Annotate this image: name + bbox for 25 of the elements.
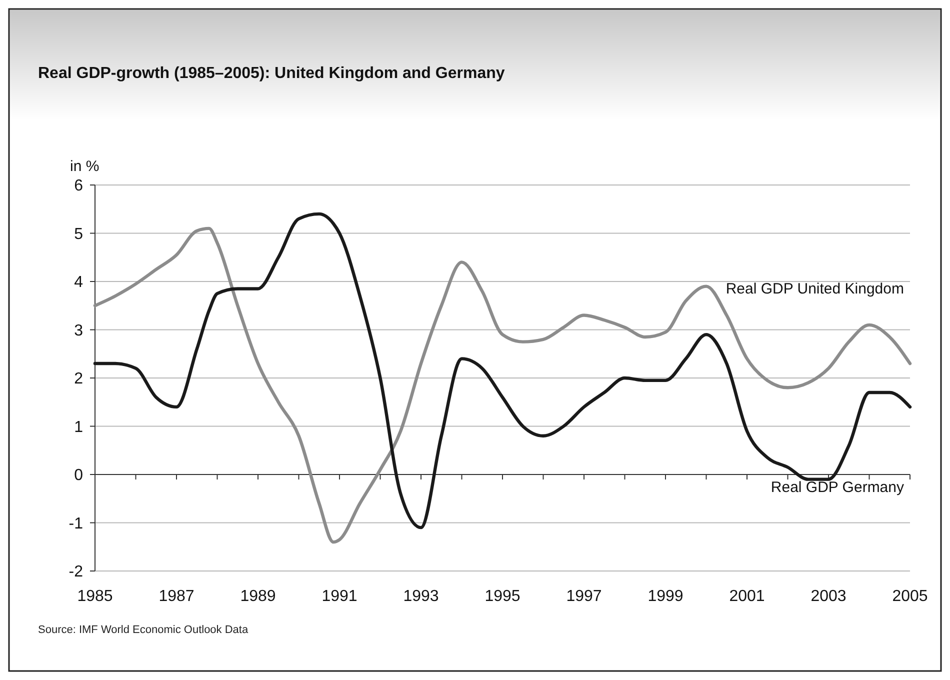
y-tick-label: -2 bbox=[68, 564, 84, 581]
x-tick-label: 1985 bbox=[77, 588, 113, 605]
y-tick-label: 2 bbox=[74, 370, 84, 388]
y-tick-label: 0 bbox=[74, 467, 84, 484]
chart-title: Real GDP-growth (1985–2005): United Kingdom and Germany bbox=[38, 65, 505, 82]
y-tick-label: 4 bbox=[74, 274, 84, 292]
x-tick-label: 1999 bbox=[648, 588, 684, 605]
y-axis-title: in % bbox=[70, 158, 100, 175]
y-tick-label: 3 bbox=[74, 322, 84, 340]
source-note: Source: IMF World Economic Outlook Data bbox=[38, 624, 249, 636]
x-tick-label: 1987 bbox=[158, 588, 194, 605]
y-tick-label: -1 bbox=[68, 515, 84, 532]
x-tick-label: 1989 bbox=[240, 588, 276, 605]
x-tick-label: 2005 bbox=[892, 588, 928, 605]
x-tick-label: 1993 bbox=[403, 588, 439, 605]
series-label: Real GDP United Kingdom bbox=[726, 280, 904, 298]
x-tick-label: 1991 bbox=[322, 588, 358, 605]
y-tick-label: 5 bbox=[74, 226, 84, 243]
series-label: Real GDP Germany bbox=[770, 478, 904, 496]
x-tick-label: 2001 bbox=[729, 588, 765, 605]
y-tick-label: 6 bbox=[74, 178, 84, 195]
x-tick-label: 1995 bbox=[484, 588, 520, 605]
y-tick-label: 1 bbox=[74, 418, 84, 436]
x-tick-label: 2003 bbox=[810, 588, 846, 605]
x-tick-label: 1997 bbox=[566, 588, 602, 605]
